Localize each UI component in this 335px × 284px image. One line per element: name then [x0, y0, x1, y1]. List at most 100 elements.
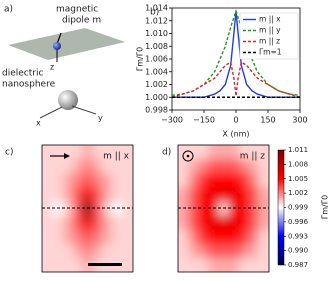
heatmap-cell: [92, 145, 104, 160]
heatmap-cell: [92, 229, 104, 245]
heatmap-cell: [218, 257, 230, 272]
heatmap-cell: [258, 257, 269, 272]
colorbar-tick-label: 0.987: [288, 261, 308, 269]
panel-label: d): [162, 148, 171, 158]
heatmap-cell: [82, 215, 94, 231]
heatmap-cell: [238, 159, 250, 174]
heatmap-cell: [248, 215, 260, 231]
heatmap-cells: [178, 145, 269, 272]
heatmap-cell: [218, 187, 230, 202]
heatmap-cell: [112, 187, 124, 202]
heatmap-cell: [178, 229, 189, 245]
heatmap-cell: [198, 201, 209, 217]
y-tick-label: 1.012: [145, 16, 168, 25]
heatmap-cell: [42, 201, 53, 217]
legend-box: [239, 12, 299, 60]
heatmap-cell: [122, 187, 133, 202]
heatmap-cell: [188, 243, 199, 259]
heatmap-cell: [72, 173, 83, 188]
heatmap-cell: [82, 173, 94, 188]
heatmap-cell: [62, 159, 73, 174]
arrow-head: [64, 153, 70, 159]
heatmap-cell: [178, 173, 189, 188]
schematic: a) magnetic dipole m dielectric nanosphe…: [2, 5, 125, 128]
heatmap-cell: [42, 229, 53, 245]
y-tick-label: 1.006: [145, 55, 168, 64]
heatmap-cell: [258, 215, 269, 231]
heatmap-cell: [188, 187, 199, 202]
colorbar-tick-label: 0.990: [288, 247, 308, 255]
colorbar-tick-label: 1.002: [288, 189, 308, 197]
heatmap-cell: [122, 159, 133, 174]
colorbar-tick-label: 0.993: [288, 232, 308, 240]
heatmap-cell: [62, 229, 73, 245]
heatmap-cell: [208, 257, 219, 272]
heatmap-cell: [72, 229, 83, 245]
heatmap-cell: [198, 187, 209, 202]
heatmap-cell: [188, 159, 199, 174]
colorbar-tick-label: 1.011: [288, 146, 308, 154]
x-tick-label: 0: [233, 116, 238, 125]
heatmap-cell: [178, 243, 189, 259]
heatmap-cell: [72, 159, 83, 174]
heatmap-cell: [62, 145, 73, 160]
heatmap-cell: [258, 229, 269, 245]
annotation: m || z: [240, 152, 266, 162]
heatmap-cell: [122, 257, 133, 272]
colorbar-label: Γm/Γ0: [321, 195, 330, 220]
heatmap-cell: [82, 243, 94, 259]
heatmap-cell: [52, 257, 63, 272]
heatmap-cell: [82, 229, 94, 245]
heatmap-cell: [102, 243, 114, 259]
heatmap-cell: [248, 229, 260, 245]
heatmap-cell: [188, 145, 199, 160]
legend-label: m || x: [259, 15, 281, 24]
heatmap-cell: [238, 215, 250, 231]
heatmap-cell: [258, 159, 269, 174]
heatmap-cell: [82, 159, 94, 174]
heatmap-cell: [122, 173, 133, 188]
heatmap-cell: [218, 229, 230, 245]
x-tick-label: 150: [260, 116, 275, 125]
axis-label: y: [98, 114, 103, 123]
heatmap-cell: [82, 257, 94, 272]
heatmap-cell: [122, 215, 133, 231]
heatmap-cell: [198, 159, 209, 174]
heatmap-cell: [112, 201, 124, 217]
colorbar-tick-label: 1.008: [288, 160, 308, 168]
heatmap-cell: [178, 201, 189, 217]
heatmap-cell: [208, 145, 219, 160]
heatmap-cell: [188, 229, 199, 245]
heatmap-cell: [218, 201, 230, 217]
heatmap-cell: [218, 173, 230, 188]
axis-label: x: [36, 119, 41, 128]
heatmap-cell: [112, 173, 124, 188]
out-of-plane-symbol: [182, 150, 194, 162]
heatmap-cell: [62, 243, 73, 259]
x-tick-label: −300: [161, 116, 183, 125]
heatmap-cell: [122, 145, 133, 160]
heatmap-cell: [248, 201, 260, 217]
colorbar-tick-label: 0.999: [288, 204, 308, 212]
heatmap-cell: [112, 229, 124, 245]
heatmap-cell: [52, 145, 63, 160]
heatmap-cell: [122, 201, 133, 217]
heatmap-cell: [52, 243, 63, 259]
y-tick-label: 1.010: [145, 29, 168, 38]
heatmap-cell: [228, 229, 240, 245]
heatmap-cell: [42, 187, 53, 202]
heatmap-cell: [92, 243, 104, 259]
heatmap-cell: [208, 215, 219, 231]
heatmap-cell: [238, 243, 250, 259]
heatmap-cell: [238, 187, 250, 202]
heatmap-cell: [248, 257, 260, 272]
panel-label: c): [5, 148, 13, 158]
legend-label: Γm=1: [259, 48, 282, 57]
heatmap-cell: [208, 229, 219, 245]
heatmap-cell: [228, 173, 240, 188]
heatmap-cell: [52, 187, 63, 202]
axis-label: z: [50, 63, 54, 72]
heatmap-cell: [178, 215, 189, 231]
heatmap-cell: [42, 243, 53, 259]
heatmap-cell: [42, 257, 53, 272]
